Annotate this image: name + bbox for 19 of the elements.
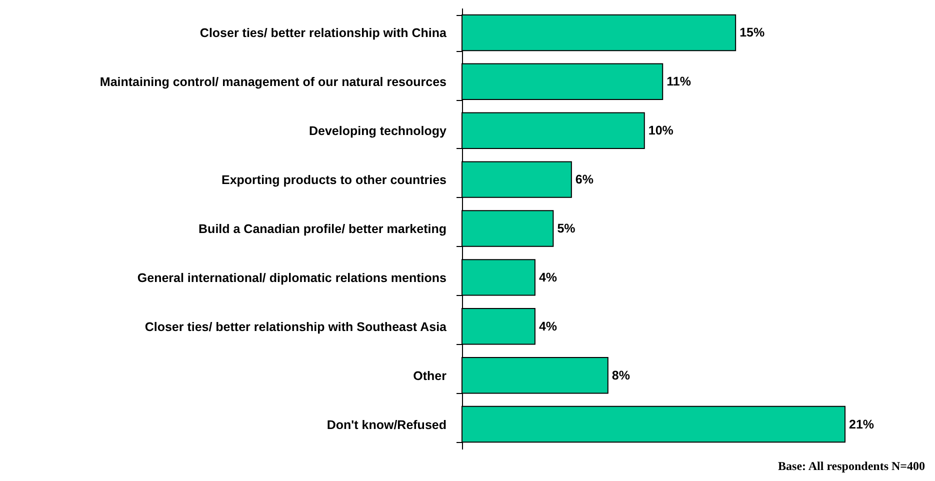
y-tick-label: Maintaining control/ management of our natural resources bbox=[100, 75, 447, 90]
y-tick-label: Build a Canadian profile/ better marketing bbox=[198, 222, 446, 236]
text: Base: All respondents N=400 bbox=[778, 459, 925, 473]
data-label: 4% bbox=[538, 319, 558, 334]
data-label: 10% bbox=[648, 124, 674, 138]
data-label: 11% bbox=[666, 74, 691, 89]
data-label: 5% bbox=[557, 222, 576, 236]
y-tick-label: Don't know/Refused bbox=[326, 418, 446, 432]
y-tick-label: Exporting products to other countries bbox=[221, 173, 447, 188]
data-label: 6% bbox=[575, 172, 594, 187]
y-tick-label: Closer ties/ better relationship with China bbox=[200, 26, 448, 40]
y-tick-label: General international/ diplomatic relations mentions bbox=[137, 270, 447, 285]
y-tick-label: Other bbox=[413, 368, 447, 383]
y-tick-label: Closer ties/ better relationship with Southeast Asia bbox=[144, 320, 448, 334]
y-tick-label: Developing technology bbox=[308, 124, 447, 138]
data-label: 4% bbox=[538, 270, 558, 284]
data-label: 21% bbox=[849, 417, 874, 432]
data-label: 15% bbox=[740, 26, 765, 40]
data-label: 8% bbox=[612, 368, 630, 382]
